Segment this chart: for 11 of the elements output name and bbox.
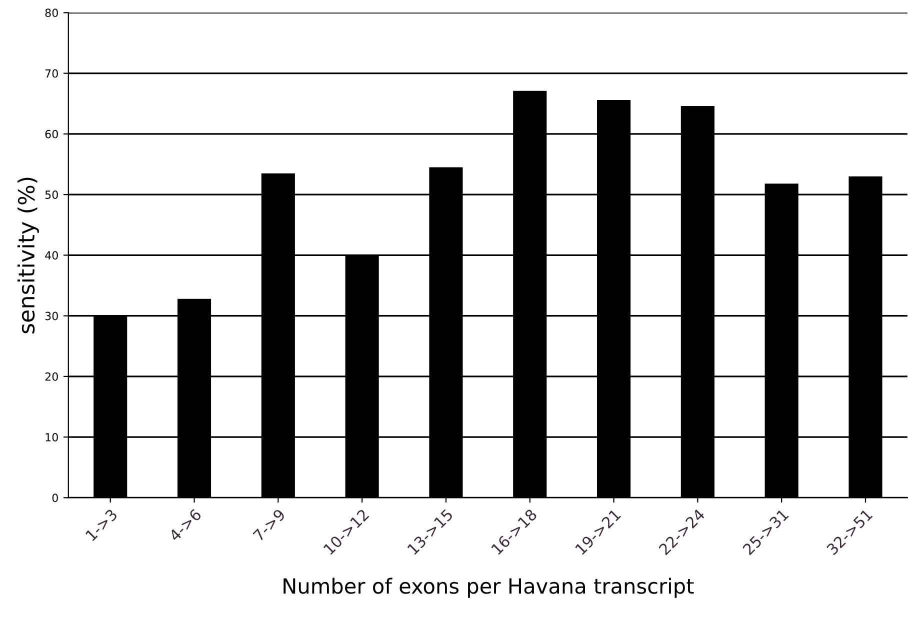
y-tick-label: 60: [45, 130, 58, 138]
y-tick-label: 80: [45, 8, 58, 18]
y-tick-label: 10: [46, 433, 58, 442]
y-tick-label: 20: [45, 372, 58, 381]
y-tick-label: 30: [45, 312, 58, 320]
x-axis-title: Number of exons per Havana transcript: [284, 578, 694, 598]
y-tick-label: 0: [52, 494, 58, 502]
y-tick-label: 70: [45, 69, 58, 78]
y-tick-label: 40: [45, 251, 58, 260]
y-axis-title: sensitivity (%): [17, 178, 39, 334]
y-tick-label: 50: [45, 190, 58, 199]
